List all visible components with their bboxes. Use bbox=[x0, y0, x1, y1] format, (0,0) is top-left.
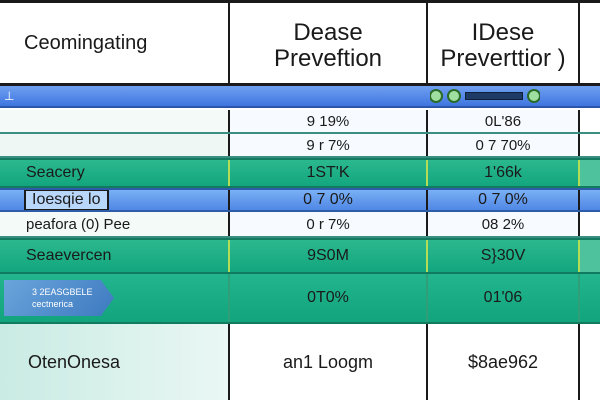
value-cell[interactable]: 9 r 7% bbox=[230, 134, 428, 156]
footer-row[interactable]: OtenOnesa an1 Loogm $8ae962 bbox=[0, 324, 600, 400]
value-cell[interactable]: 1ST'K bbox=[230, 160, 428, 186]
header-cell-3[interactable]: IDese Preverttior ) bbox=[428, 3, 580, 83]
value-cell[interactable]: 01'06 bbox=[428, 274, 580, 322]
active-cell-editor[interactable]: Ioesqie lo bbox=[24, 190, 109, 210]
row-label-cell[interactable]: Ioesqie lo bbox=[0, 190, 230, 210]
toolbar-corner: ⊥ bbox=[0, 86, 430, 106]
value-cell[interactable]: S}30V bbox=[428, 240, 580, 272]
footer-value-cell[interactable]: $8ae962 bbox=[428, 324, 580, 400]
footer-value-cell[interactable]: an1 Loogm bbox=[230, 324, 428, 400]
slider-track[interactable] bbox=[465, 92, 523, 100]
corner-icon: ⊥ bbox=[4, 89, 15, 103]
value-cell[interactable]: 9 19% bbox=[230, 110, 428, 132]
row-label-cell[interactable] bbox=[0, 134, 230, 156]
slider-knob-right-icon[interactable] bbox=[527, 89, 540, 103]
row-label-cell[interactable]: Seacery bbox=[0, 160, 230, 186]
value-cell[interactable]: 0T0% bbox=[230, 274, 428, 322]
header-label-2a: Dease bbox=[293, 19, 363, 46]
edge-cell bbox=[580, 212, 600, 236]
edge-cell bbox=[580, 190, 600, 210]
header-row: Ceomingating Dease Preveftion IDese Prev… bbox=[0, 0, 600, 86]
table-row[interactable]: 9 19% 0L'86 bbox=[0, 110, 600, 134]
table-row[interactable]: peafora (0) Pee 0 r 7% 08 2% bbox=[0, 212, 600, 238]
slider-control[interactable] bbox=[430, 86, 540, 106]
table-row[interactable]: 9 r 7% 0 7 70% bbox=[0, 134, 600, 158]
edge-cell bbox=[580, 324, 600, 400]
edge-cell bbox=[580, 134, 600, 156]
edge-cell bbox=[580, 240, 600, 272]
table-row[interactable]: Seacery 1ST'K 1'66k bbox=[0, 158, 600, 188]
footer-label-cell[interactable]: OtenOnesa bbox=[0, 324, 230, 400]
header-label-3b: Preverttior ) bbox=[440, 45, 566, 72]
value-cell[interactable]: 9S0M bbox=[230, 240, 428, 272]
value-cell[interactable]: 1'66k bbox=[428, 160, 580, 186]
row-label-cell[interactable]: 3 2EASGBELE cectnerica bbox=[0, 274, 230, 322]
edge-cell bbox=[580, 274, 600, 322]
row-label-cell[interactable]: Seaevercen bbox=[0, 240, 230, 272]
header-cell-1[interactable]: Ceomingating bbox=[0, 3, 230, 83]
value-cell[interactable]: 0L'86 bbox=[428, 110, 580, 132]
slider-knob-left-icon[interactable] bbox=[430, 89, 443, 103]
value-cell[interactable]: 0 r 7% bbox=[230, 212, 428, 236]
header-label-2b: Preveftion bbox=[273, 45, 383, 72]
row-label-cell[interactable] bbox=[0, 110, 230, 132]
value-cell[interactable]: 0 7 70% bbox=[428, 134, 580, 156]
zoom-slider[interactable] bbox=[430, 89, 540, 103]
selected-row[interactable]: Ioesqie lo 0 7 0% 0 7 0% bbox=[0, 188, 600, 212]
selection-toolbar: ⊥ bbox=[0, 86, 600, 108]
header-cell-2[interactable]: Dease Preveftion bbox=[230, 3, 428, 83]
row-badge: 3 2EASGBELE cectnerica bbox=[4, 280, 114, 316]
table-row[interactable]: 3 2EASGBELE cectnerica 0T0% 01'06 bbox=[0, 274, 600, 324]
slider-knob-mid-icon[interactable] bbox=[447, 89, 461, 103]
edge-cell bbox=[580, 160, 600, 186]
header-label-3a: IDese bbox=[471, 19, 535, 46]
header-cell-4 bbox=[580, 3, 600, 83]
table-row[interactable]: Seaevercen 9S0M S}30V bbox=[0, 238, 600, 274]
value-cell[interactable]: 0 7 0% bbox=[230, 190, 428, 210]
value-cell[interactable]: 08 2% bbox=[428, 212, 580, 236]
value-cell[interactable]: 0 7 0% bbox=[428, 190, 580, 210]
row-label-cell[interactable]: peafora (0) Pee bbox=[0, 212, 230, 236]
header-label-1: Ceomingating bbox=[24, 31, 148, 54]
edge-cell bbox=[580, 110, 600, 132]
